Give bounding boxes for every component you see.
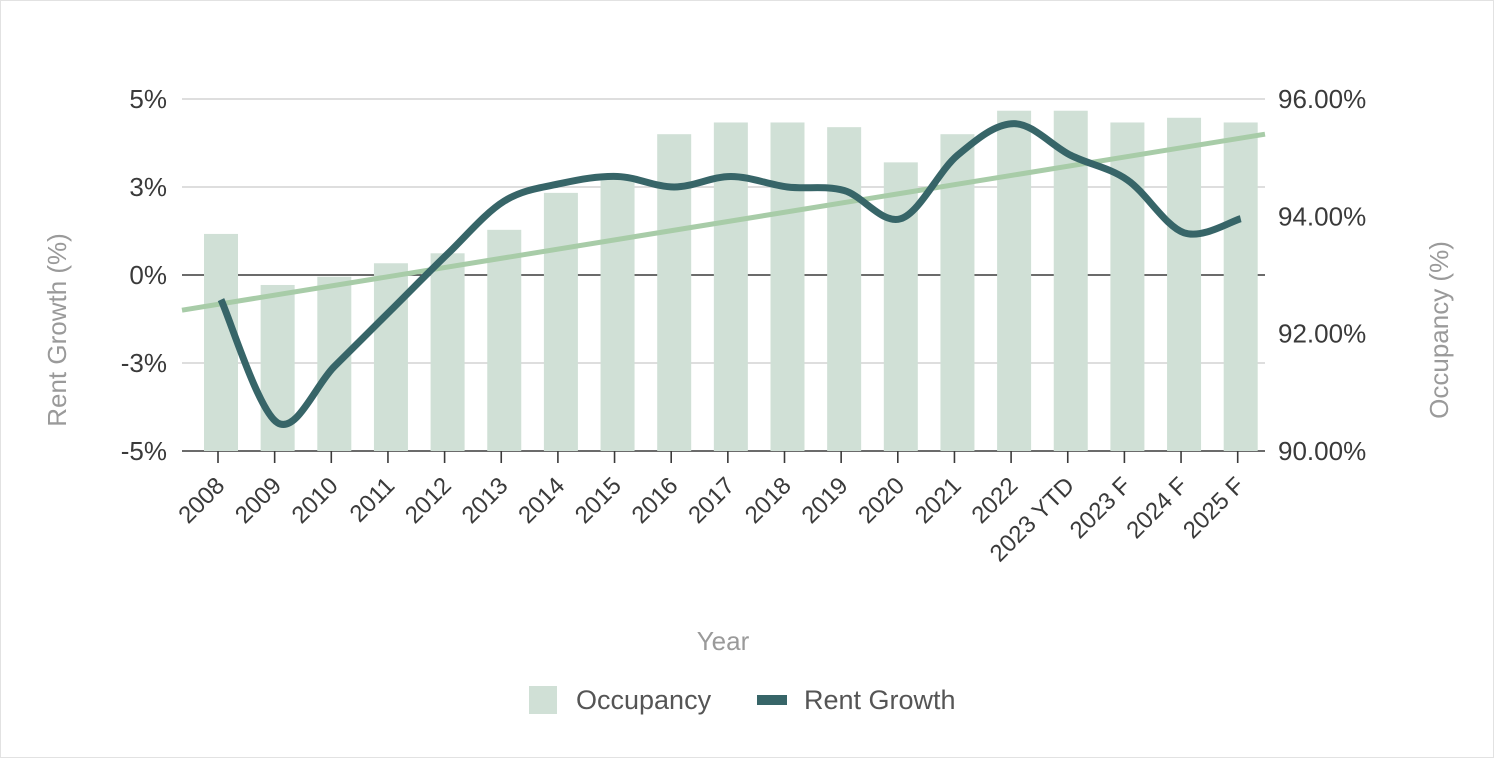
occupancy-bar bbox=[1167, 117, 1202, 452]
occupancy-bar bbox=[204, 233, 238, 451]
x-tick-label: 2016 bbox=[627, 472, 684, 529]
occupancy-bar bbox=[600, 175, 635, 451]
x-tick-label: 2013 bbox=[457, 472, 514, 529]
legend-occupancy-swatch bbox=[529, 686, 557, 714]
right-tick-label: 96.00% bbox=[1278, 84, 1366, 114]
occupancy-bar bbox=[657, 134, 692, 451]
x-tick-label: 2012 bbox=[400, 472, 457, 529]
x-tick-label: 2010 bbox=[287, 472, 344, 529]
occupancy-bar bbox=[487, 229, 522, 451]
occupancy-bar bbox=[883, 162, 918, 452]
legend-rent-growth-label: Rent Growth bbox=[804, 685, 956, 715]
left-axis-title: Rent Growth (%) bbox=[42, 233, 72, 427]
x-tick-label: 2021 bbox=[910, 472, 967, 529]
occupancy-bar bbox=[430, 253, 465, 451]
rent-growth-line-layer bbox=[217, 120, 1242, 428]
x-tick-label: 2024 F bbox=[1121, 472, 1193, 544]
right-axis-title: Occupancy (%) bbox=[1424, 241, 1454, 419]
x-tick-label: 2014 bbox=[513, 472, 570, 529]
x-tick-label: 2018 bbox=[740, 472, 797, 529]
occupancy-bar bbox=[373, 263, 408, 451]
occupancy-bar bbox=[770, 122, 805, 451]
x-tick-label: 2023 F bbox=[1065, 472, 1137, 544]
left-tick-label: -3% bbox=[121, 348, 167, 378]
rent-growth-line bbox=[217, 120, 1242, 428]
occupancy-bar bbox=[543, 192, 578, 451]
right-tick-label: 92.00% bbox=[1278, 319, 1366, 349]
x-tick-label: 2025 F bbox=[1178, 472, 1250, 544]
left-tick-label: 3% bbox=[129, 172, 167, 202]
left-tick-label: -5% bbox=[121, 436, 167, 466]
occupancy-bar bbox=[827, 127, 862, 451]
occupancy-bar bbox=[713, 122, 748, 451]
legend: Occupancy Rent Growth bbox=[529, 685, 956, 715]
x-tick-label: 2020 bbox=[853, 472, 910, 529]
occupancy-bar bbox=[1223, 122, 1258, 451]
x-tick-label: 2017 bbox=[683, 472, 740, 529]
legend-occupancy-label: Occupancy bbox=[576, 685, 712, 715]
left-tick-label: 0% bbox=[129, 260, 167, 290]
x-axis-title: Year bbox=[697, 626, 750, 656]
x-tick-label: 2009 bbox=[230, 472, 287, 529]
x-tick-label: 2019 bbox=[797, 472, 854, 529]
occupancy-bar bbox=[997, 110, 1032, 451]
legend-rent-growth-swatch bbox=[757, 695, 787, 705]
right-tick-label: 90.00% bbox=[1278, 436, 1366, 466]
x-tick-label: 2011 bbox=[345, 472, 401, 528]
x-tick-label: 2015 bbox=[570, 472, 627, 529]
x-tick-label: 2008 bbox=[173, 472, 230, 529]
right-tick-label: 94.00% bbox=[1278, 201, 1366, 231]
left-tick-label: 5% bbox=[129, 84, 167, 114]
occupancy-bars bbox=[204, 110, 1258, 452]
